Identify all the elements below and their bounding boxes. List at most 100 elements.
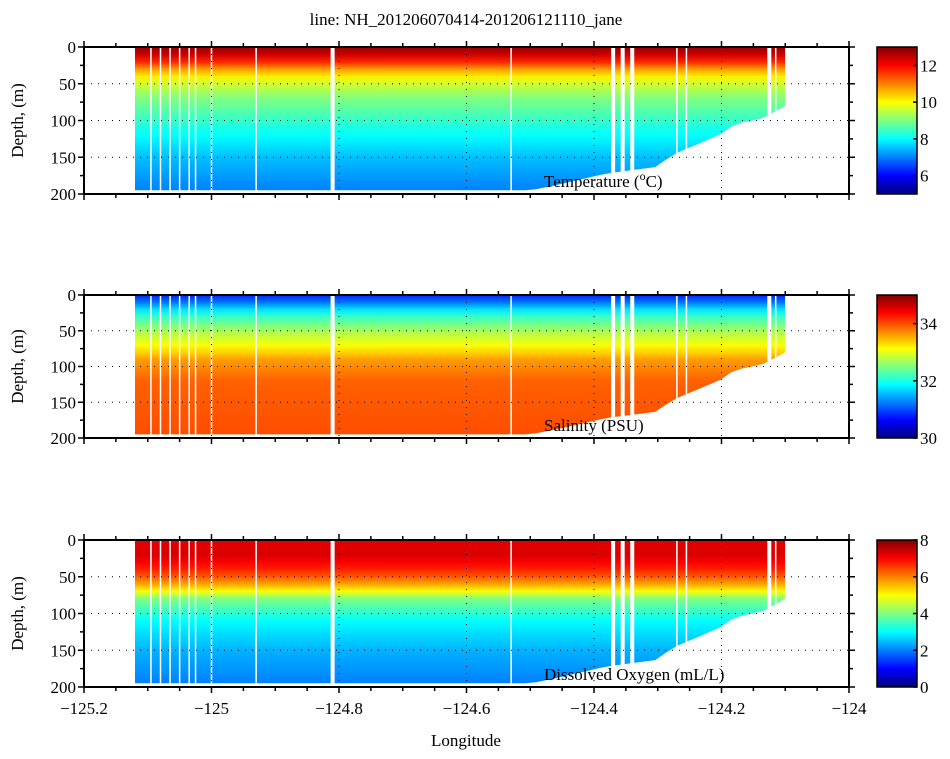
x-tick-label: −125 [194, 699, 229, 718]
y-tick-label: 150 [51, 148, 77, 167]
panel-salinity: 0 50 100 150 200 Depth, (m) Salinity (PSU) 30 32… [8, 286, 938, 448]
cast-gap [620, 540, 625, 687]
label-text-end: C) [646, 172, 663, 191]
cast-gap [210, 540, 213, 687]
cast-gap [169, 295, 171, 438]
cast-gap [178, 540, 181, 687]
y-tick-label: 50 [59, 568, 76, 587]
salinity-colorbar: 30 32 34 [876, 294, 938, 448]
x-tick-label: −124.6 [443, 699, 491, 718]
cast-gap [178, 295, 181, 438]
x-tick-label: −124.2 [698, 699, 746, 718]
cast-gap [676, 47, 678, 194]
x-axis-label: Longitude [431, 731, 501, 750]
oxygen-colorbar: 0 2 4 6 8 [876, 531, 929, 697]
cast-gap [194, 295, 197, 438]
cast-gap [150, 47, 152, 194]
y-axis-label: Depth, (m) [8, 83, 27, 158]
cast-gap [330, 47, 335, 194]
colorbar-tick-label: 8 [920, 531, 929, 550]
x-tick-label: −124 [831, 699, 867, 718]
colorbar-tick-label: 0 [920, 678, 929, 697]
salinity-panel-label: Salinity (PSU) [544, 416, 644, 435]
cast-gap [767, 540, 772, 687]
cast-gap [630, 47, 635, 194]
y-axis-label: Depth, (m) [8, 576, 27, 651]
temperature-colorbar: 6 8 10 12 [876, 46, 937, 195]
colorbar-tick-label: 30 [920, 429, 937, 448]
panel-temperature: 0 50 100 150 200 Depth, (m) Temperature (oC) 6 8… [8, 38, 937, 204]
cast-gap [255, 540, 257, 687]
cast-gap [169, 47, 171, 194]
cast-gap [159, 47, 162, 194]
cast-gap [169, 540, 171, 687]
cast-gap [630, 540, 635, 687]
cast-gap [178, 47, 181, 194]
cast-gap [210, 295, 213, 438]
colorbar-scale [876, 539, 918, 688]
cast-gap [159, 295, 162, 438]
x-tick-label: −125.2 [60, 699, 108, 718]
cast-gap [620, 295, 625, 438]
cast-gap [330, 540, 335, 687]
cast-gap [611, 47, 616, 194]
label-superscript: o [640, 169, 646, 183]
chart-title: line: NH_201206070414-201206121110_jane [310, 10, 623, 29]
label-text: Dissolved Oxygen (mL/L) [544, 665, 724, 684]
y-tick-label: 150 [51, 641, 77, 660]
cast-gap [330, 295, 335, 438]
y-tick-label: 100 [51, 112, 77, 131]
cast-gap [159, 540, 162, 687]
colorbar-tick-label: 32 [920, 372, 937, 391]
y-tick-label: 50 [59, 322, 76, 341]
cast-gap [676, 295, 678, 438]
y-tick-label: 100 [51, 358, 77, 377]
x-tick-label: −124.8 [315, 699, 363, 718]
colorbar-tick-label: 6 [920, 568, 929, 587]
cast-gap [774, 540, 777, 687]
panel-oxygen: 0 50 100 150 200 Depth, (m) Dissolved Oxygen (… [8, 531, 929, 718]
cast-gap [620, 47, 625, 194]
cast-gap [767, 47, 772, 194]
colorbar-tick-label: 2 [920, 641, 929, 660]
y-tick-label: 200 [51, 678, 77, 697]
y-tick-label: 0 [68, 38, 77, 57]
colorbar-tick-label: 4 [920, 605, 929, 624]
y-tick-label: 200 [51, 185, 77, 204]
colorbar-scale [876, 46, 918, 195]
colorbar-tick-label: 10 [920, 93, 937, 112]
cast-gap [194, 540, 197, 687]
colorbar-tick-label: 6 [920, 167, 929, 186]
cast-gap [767, 295, 772, 438]
cast-gap [210, 47, 213, 194]
cast-gap [255, 295, 257, 438]
colorbar-tick-label: 12 [920, 56, 937, 75]
cast-gap [676, 540, 678, 687]
y-tick-label: 0 [68, 531, 77, 550]
y-tick-label: 200 [51, 429, 77, 448]
temperature-data-field [135, 47, 786, 191]
cast-gap [774, 47, 777, 194]
label-text: Temperature ( [544, 172, 640, 191]
label-text: Salinity (PSU) [544, 416, 644, 435]
y-tick-label: 100 [51, 605, 77, 624]
cast-gap [611, 295, 616, 438]
cast-gap [150, 540, 152, 687]
y-tick-label: 150 [51, 393, 77, 412]
cast-gap [611, 540, 616, 687]
oxygen-panel-label: Dissolved Oxygen (mL/L) [544, 665, 724, 684]
cast-gap [774, 295, 777, 438]
y-tick-label: 0 [68, 286, 77, 305]
cast-gap [150, 295, 152, 438]
colorbar-tick-label: 34 [920, 315, 938, 334]
y-tick-label: 50 [59, 75, 76, 94]
cast-gap [255, 47, 257, 194]
colorbar-tick-label: 8 [920, 130, 929, 149]
temperature-panel-label: Temperature (oC) [544, 169, 663, 191]
cast-gap [194, 47, 197, 194]
y-axis-label: Depth, (m) [8, 329, 27, 404]
x-tick-label: −124.4 [570, 699, 618, 718]
cast-gap [630, 295, 635, 438]
colorbar-scale [876, 294, 918, 439]
